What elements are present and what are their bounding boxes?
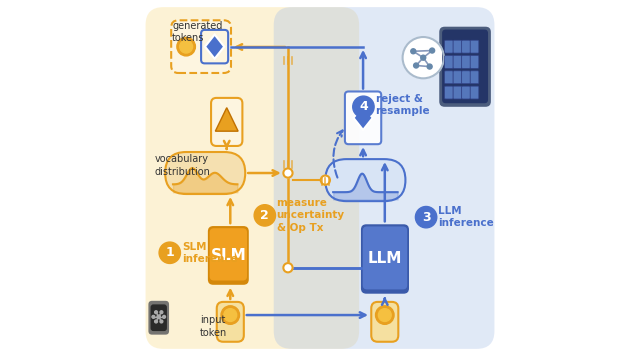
FancyBboxPatch shape: [461, 71, 470, 84]
Text: 4: 4: [359, 100, 368, 113]
FancyBboxPatch shape: [453, 86, 461, 99]
Text: 3: 3: [422, 211, 431, 224]
Text: 2: 2: [260, 209, 269, 222]
Text: SLM
inference: SLM inference: [182, 242, 237, 264]
Text: vocabulary
distribution: vocabulary distribution: [154, 155, 211, 177]
FancyBboxPatch shape: [150, 304, 167, 331]
FancyBboxPatch shape: [461, 86, 470, 99]
Circle shape: [159, 242, 180, 263]
FancyBboxPatch shape: [363, 226, 407, 289]
Circle shape: [163, 315, 166, 318]
Circle shape: [177, 37, 195, 56]
FancyBboxPatch shape: [442, 30, 488, 103]
Circle shape: [378, 309, 391, 321]
FancyBboxPatch shape: [217, 302, 244, 342]
FancyBboxPatch shape: [470, 86, 479, 99]
Text: LLM: LLM: [368, 251, 402, 267]
FancyBboxPatch shape: [461, 56, 470, 68]
Circle shape: [376, 306, 394, 324]
Circle shape: [284, 168, 292, 178]
Circle shape: [155, 320, 157, 323]
FancyBboxPatch shape: [145, 7, 359, 349]
FancyBboxPatch shape: [165, 152, 245, 194]
Circle shape: [429, 48, 435, 53]
FancyBboxPatch shape: [445, 71, 453, 84]
FancyBboxPatch shape: [470, 40, 479, 53]
FancyBboxPatch shape: [461, 40, 470, 53]
Polygon shape: [353, 106, 372, 130]
Circle shape: [155, 311, 157, 314]
FancyBboxPatch shape: [453, 40, 461, 53]
FancyBboxPatch shape: [211, 98, 243, 146]
FancyBboxPatch shape: [274, 7, 495, 349]
Text: SLM: SLM: [211, 248, 246, 263]
FancyBboxPatch shape: [439, 27, 491, 107]
Circle shape: [427, 64, 432, 69]
FancyBboxPatch shape: [371, 302, 398, 342]
FancyBboxPatch shape: [453, 56, 461, 68]
Circle shape: [160, 311, 163, 314]
FancyBboxPatch shape: [445, 86, 453, 99]
Circle shape: [224, 309, 237, 321]
Circle shape: [415, 206, 436, 228]
Circle shape: [157, 315, 161, 319]
Circle shape: [420, 55, 426, 60]
Polygon shape: [215, 108, 238, 131]
Text: measure
uncertainty
& Op Tx: measure uncertainty & Op Tx: [276, 198, 345, 233]
Polygon shape: [205, 35, 224, 59]
Text: generated
tokens: generated tokens: [172, 21, 223, 43]
Circle shape: [160, 320, 163, 323]
FancyBboxPatch shape: [453, 71, 461, 84]
FancyBboxPatch shape: [208, 226, 249, 285]
FancyBboxPatch shape: [210, 228, 247, 281]
FancyBboxPatch shape: [361, 224, 409, 294]
FancyBboxPatch shape: [470, 56, 479, 68]
Text: input
token: input token: [200, 315, 227, 337]
Text: 1: 1: [165, 246, 174, 259]
Circle shape: [411, 49, 416, 54]
FancyBboxPatch shape: [171, 20, 231, 73]
Text: LLM
inference: LLM inference: [438, 206, 494, 228]
FancyBboxPatch shape: [148, 301, 169, 335]
Circle shape: [254, 205, 275, 226]
Circle shape: [413, 63, 419, 68]
Circle shape: [403, 37, 444, 78]
FancyBboxPatch shape: [345, 91, 381, 144]
FancyBboxPatch shape: [445, 40, 453, 53]
Circle shape: [221, 306, 239, 324]
Text: reject &
resample: reject & resample: [376, 94, 430, 116]
Circle shape: [180, 40, 193, 53]
Circle shape: [321, 176, 330, 185]
Circle shape: [284, 263, 292, 272]
FancyBboxPatch shape: [325, 159, 406, 201]
FancyBboxPatch shape: [470, 71, 479, 84]
FancyBboxPatch shape: [445, 56, 453, 68]
Circle shape: [152, 315, 155, 318]
Circle shape: [353, 96, 374, 117]
